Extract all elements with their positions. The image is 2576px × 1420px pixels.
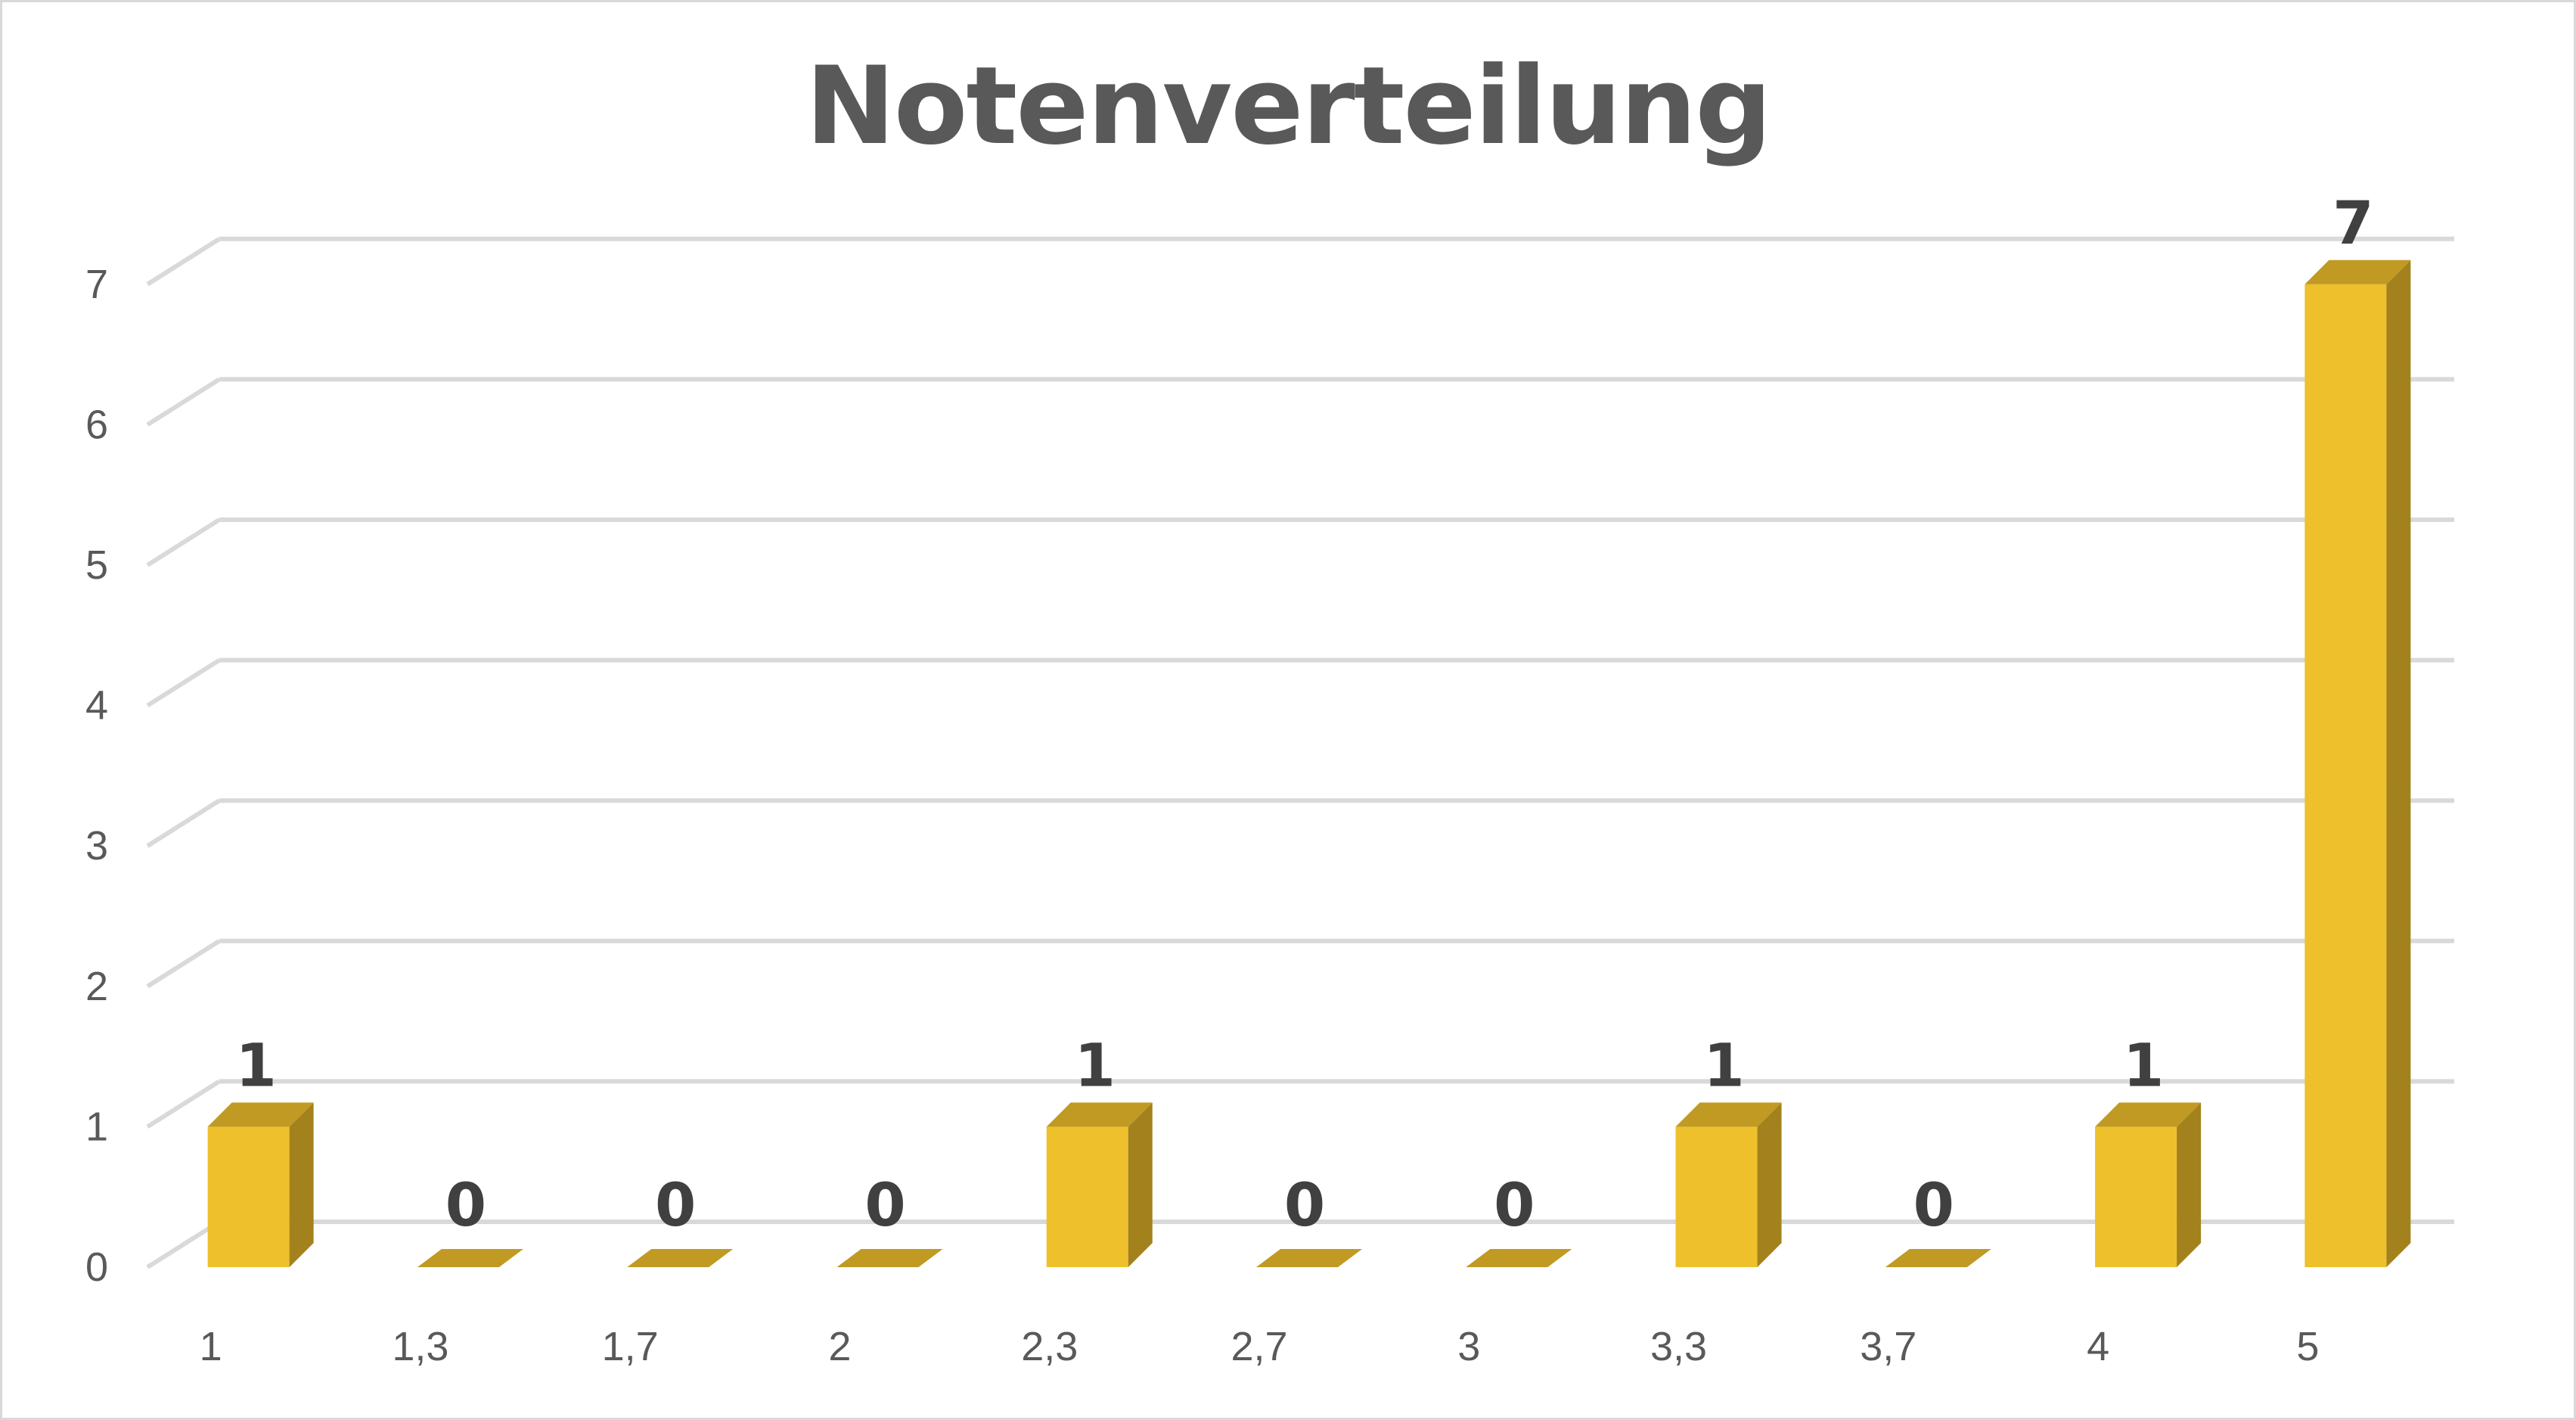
data-label: 0 <box>1284 1172 1325 1240</box>
bar-top <box>2304 259 2411 284</box>
data-label: 0 <box>445 1172 486 1240</box>
bar <box>1256 1249 1362 1267</box>
bar <box>207 1126 290 1267</box>
y-tick-label: 2 <box>85 964 108 1009</box>
y-tick-label: 1 <box>85 1104 108 1149</box>
bar-top <box>1046 1102 1153 1127</box>
data-label: 1 <box>1075 1032 1116 1100</box>
gridlines <box>146 236 2454 1269</box>
bar-side <box>1757 1102 1782 1267</box>
gridline-diagonal <box>146 658 221 708</box>
x-tick-label: 4 <box>2087 1324 2109 1369</box>
bars <box>207 259 2411 1267</box>
bar <box>2304 284 2387 1267</box>
x-tick-label: 1 <box>200 1324 222 1369</box>
gridline-diagonal <box>146 798 221 848</box>
data-label: 1 <box>2123 1032 2164 1100</box>
data-label: 0 <box>864 1172 905 1240</box>
gridline-diagonal <box>146 237 221 287</box>
data-label: 1 <box>1703 1032 1744 1100</box>
y-tick-label: 7 <box>85 262 108 307</box>
x-tick-label: 3,7 <box>1860 1324 1916 1369</box>
y-tick-label: 5 <box>85 542 108 588</box>
bar-top <box>2095 1102 2202 1127</box>
gridline-diagonal <box>146 939 221 989</box>
data-label: 1 <box>235 1032 276 1100</box>
gridline-diagonal <box>146 377 221 427</box>
bar <box>2095 1126 2177 1267</box>
x-tick-label: 2,3 <box>1021 1324 1078 1369</box>
x-tick-label: 5 <box>2296 1324 2319 1369</box>
y-tick-label: 3 <box>85 823 108 868</box>
gridline-diagonal <box>146 1220 221 1269</box>
y-tick-label: 6 <box>85 402 108 447</box>
x-tick-label: 2,7 <box>1231 1324 1287 1369</box>
y-axis-ticks: 0 1 2 3 4 5 6 7 <box>85 262 108 1290</box>
data-label: 0 <box>1494 1172 1535 1240</box>
bar-top <box>207 1102 314 1127</box>
bar <box>1675 1126 1758 1267</box>
bar <box>1466 1249 1572 1267</box>
x-axis-ticks: 1 1,3 1,7 2 2,3 2,7 3 3,3 3,7 4 5 <box>200 1324 2320 1369</box>
x-tick-label: 2 <box>828 1324 851 1369</box>
data-label: 7 <box>2332 190 2373 258</box>
bar <box>1046 1126 1128 1267</box>
data-labels: 1 0 0 0 1 0 0 1 0 1 7 <box>235 190 2373 1240</box>
gridline-diagonal <box>146 1079 221 1129</box>
bar-side <box>2386 259 2411 1267</box>
bar <box>627 1249 734 1267</box>
bar-top <box>1675 1102 1782 1127</box>
y-tick-label: 4 <box>85 683 108 729</box>
x-tick-label: 1,7 <box>602 1324 659 1369</box>
data-label: 0 <box>655 1172 696 1240</box>
x-tick-label: 3 <box>1457 1324 1480 1369</box>
bar-side <box>1128 1102 1153 1267</box>
bar <box>836 1249 943 1267</box>
bar-side <box>289 1102 314 1267</box>
bar <box>417 1249 523 1267</box>
data-label: 0 <box>1913 1172 1954 1240</box>
gridline-diagonal <box>146 517 221 567</box>
x-tick-label: 1,3 <box>392 1324 448 1369</box>
chart-title: Notenverteilung <box>805 44 1772 169</box>
bar <box>1885 1249 1991 1267</box>
bar-side <box>2177 1102 2202 1267</box>
y-tick-label: 0 <box>85 1244 108 1290</box>
x-tick-label: 3,3 <box>1650 1324 1707 1369</box>
